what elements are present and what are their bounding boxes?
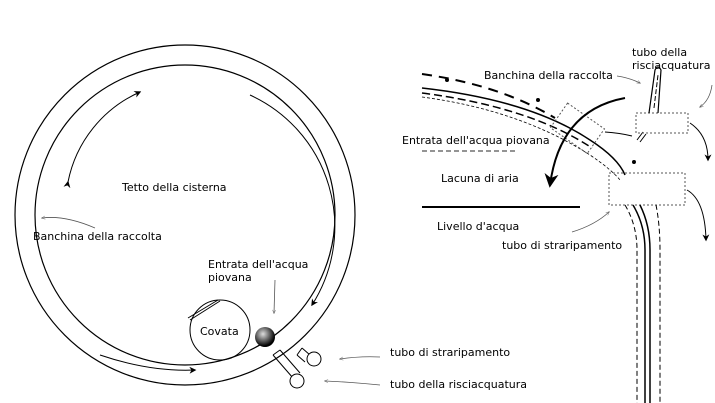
rinse-label: tubo della risciacquatura [390,378,527,391]
flow-arrow [63,91,142,189]
rinse-pipe [272,349,305,389]
overflow-outflow-arrow [686,189,710,242]
flow-arrow [99,354,197,374]
inlet-label: Entrata dell'acqua piovana [402,134,550,147]
air-gap-label: Lacuna di aria [441,172,519,185]
rainwater-inlet-ball [255,327,275,347]
brood-circle [189,299,251,361]
overflow-detail-box [608,172,686,206]
rainfall-arrow [544,97,626,188]
leader-line [325,381,381,386]
flow-arrow [249,94,336,307]
water-level-label: Livello d'acqua [437,220,519,233]
rinse-detail-box [635,112,689,134]
inlet-label: Entrata dell'acqua [208,258,308,271]
brood-hatch [187,299,221,321]
leader-line [616,75,640,83]
overflow-label: tubo di straripamento [502,239,622,252]
bank-label: Banchina della raccolta [33,230,162,243]
cistern-outer-wall [14,44,356,386]
roof-thin-dashed [421,96,621,181]
roof-label: Tetto della cisterna [121,181,227,194]
rinse-pipe-section [648,66,662,114]
inlet-label: piovana [208,271,252,284]
overflow-label: tubo di straripamento [390,346,510,359]
rinse-outflow-arrow [689,122,712,162]
overflow-pipe [296,347,322,367]
overflow-pipe-section [624,204,661,403]
leader-line [274,279,275,313]
leader-line [42,217,96,229]
cistern-inner-wall [34,64,336,366]
leader-line [571,212,609,233]
leader-line [340,356,381,359]
brood-label: Covata [200,325,239,338]
section-view: Banchina della raccolta tubo della risci… [402,46,713,403]
roof-dashed [421,92,593,149]
bank-dashed [421,73,556,119]
top-view: Tetto della cisterna Banchina della racc… [14,44,527,391]
inlet-detail-box [549,102,606,155]
rinse-label: tubo della [632,46,687,59]
bank-label: Banchina della raccolta [484,69,613,82]
rinse-label: risciacquatura [632,59,710,72]
leader-line [700,84,713,107]
